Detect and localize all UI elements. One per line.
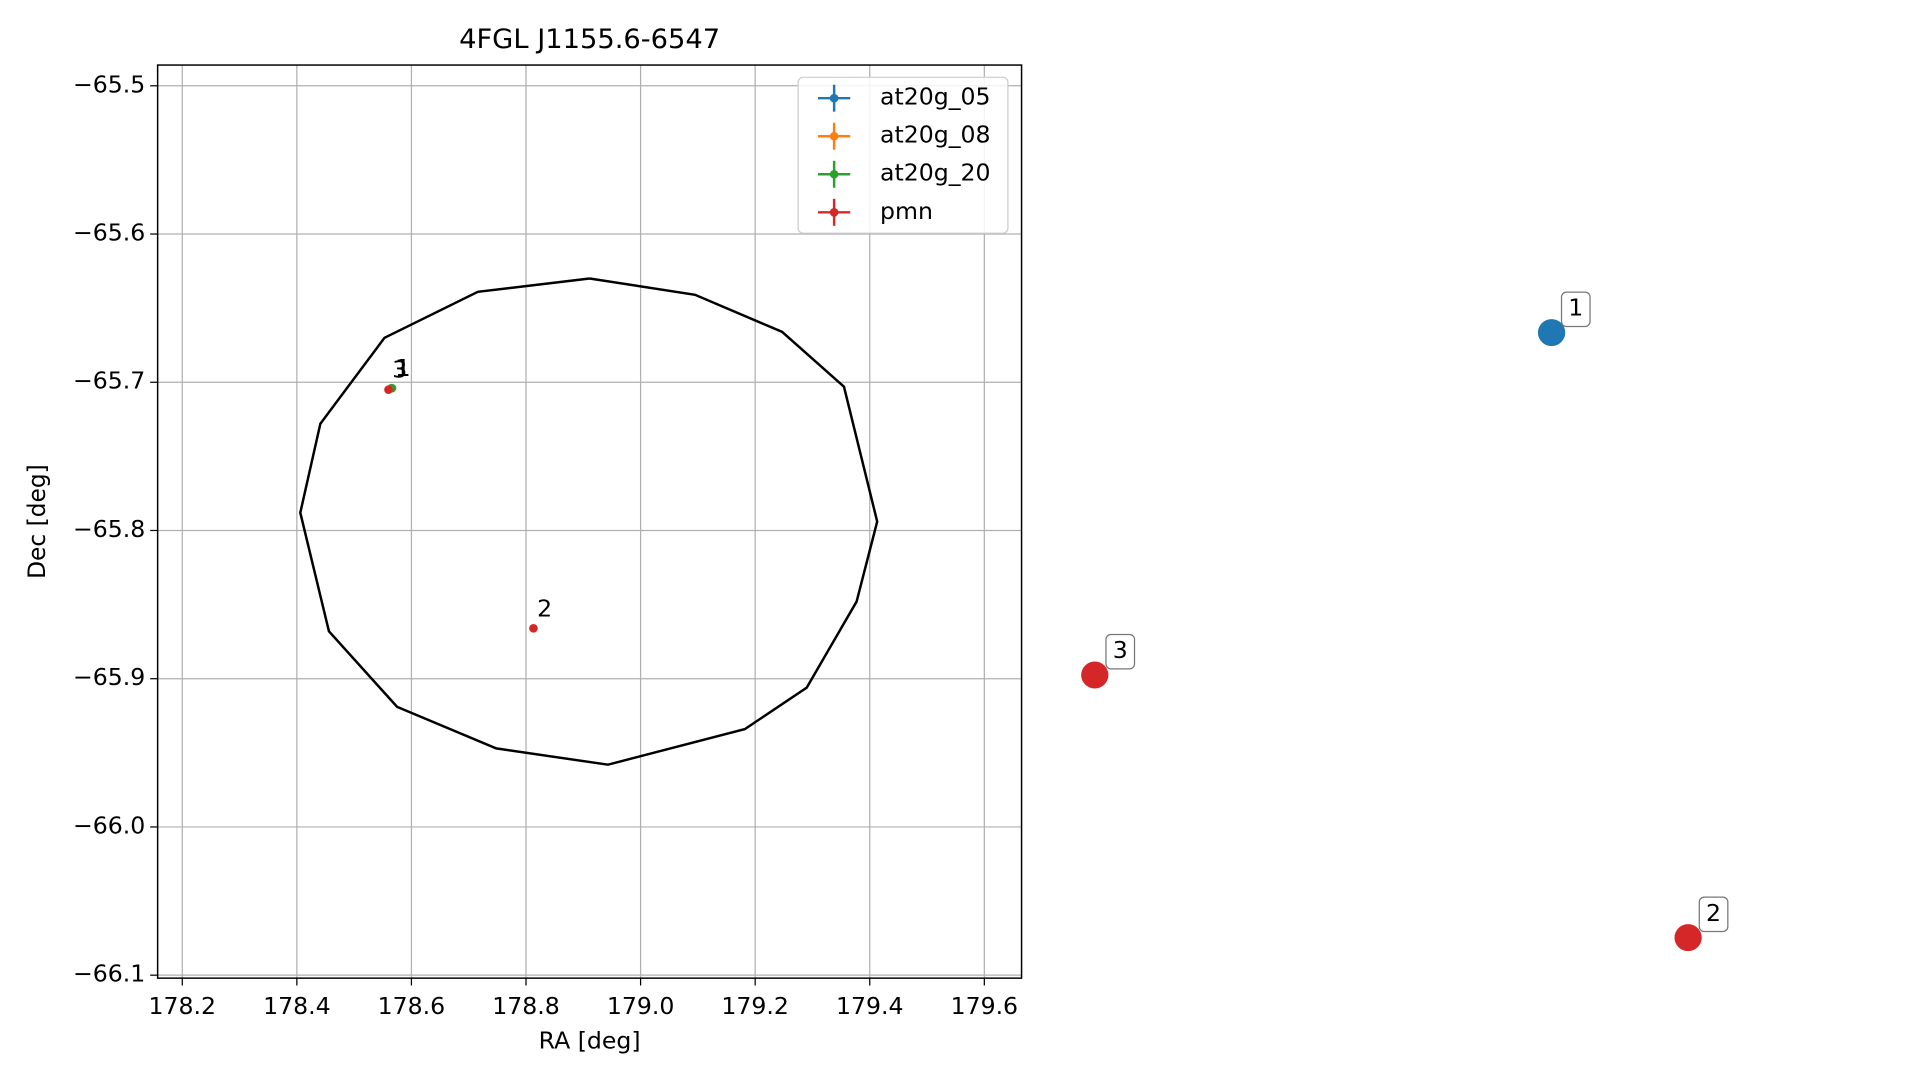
legend-label: pmn — [880, 197, 933, 225]
marker-box — [1105, 633, 1136, 670]
legend-box — [797, 76, 1009, 234]
y-tick-label: −65.7 — [73, 367, 145, 395]
point-label: 3 — [392, 356, 407, 384]
legend-swatch — [829, 169, 839, 179]
x-tick-label: 179.6 — [951, 992, 1018, 1020]
x-tick-label: 178.6 — [378, 992, 445, 1020]
point-label: 1 — [395, 354, 410, 382]
y-tick-label: −65.5 — [73, 70, 145, 98]
marker-label: 1 — [1568, 294, 1583, 322]
point-label: 1 — [395, 354, 410, 382]
legend-swatch — [829, 208, 839, 217]
x-tick-label: 179.0 — [607, 992, 674, 1020]
legend-label: at20g_05 — [880, 83, 990, 111]
y-tick-label: −66.1 — [73, 960, 145, 988]
marker-label: 3 — [1113, 636, 1128, 664]
legend-label: at20g_20 — [880, 159, 990, 187]
chart-title: 4FGL J1155.6-6547 — [459, 24, 720, 55]
error-ellipse — [299, 277, 879, 766]
marker-box — [1560, 291, 1591, 328]
legend-label: at20g_08 — [880, 121, 990, 149]
y-tick-label: −65.8 — [73, 515, 145, 543]
marker-dot — [1674, 924, 1702, 952]
legend-swatch — [829, 93, 839, 103]
x-tick-label: 178.8 — [492, 992, 559, 1020]
side-marker: 1 — [1537, 291, 1591, 347]
side-marker: 2 — [1674, 896, 1729, 952]
marker-box — [1698, 896, 1729, 933]
y-tick-label: −65.6 — [73, 219, 145, 247]
source-point — [384, 385, 393, 394]
plot-frame — [156, 64, 1023, 979]
y-tick-label: −65.9 — [73, 663, 145, 691]
x-tick-label: 179.2 — [721, 992, 788, 1020]
side-marker: 3 — [1081, 633, 1136, 689]
x-tick-label: 178.2 — [149, 992, 216, 1020]
y-axis-label: Dec [deg] — [23, 464, 51, 579]
y-tick-label: −66.0 — [73, 812, 145, 840]
legend-swatch — [829, 131, 839, 141]
marker-dot — [1081, 661, 1109, 689]
marker-label: 2 — [1706, 899, 1721, 927]
marker-dot — [1537, 319, 1566, 347]
point-label: 1 — [396, 354, 411, 382]
x-tick-label: 178.4 — [263, 992, 330, 1020]
source-point — [529, 624, 538, 633]
point-label: 2 — [537, 594, 552, 622]
x-tick-label: 179.4 — [836, 992, 903, 1020]
x-axis-label: RA [deg] — [539, 1027, 641, 1055]
